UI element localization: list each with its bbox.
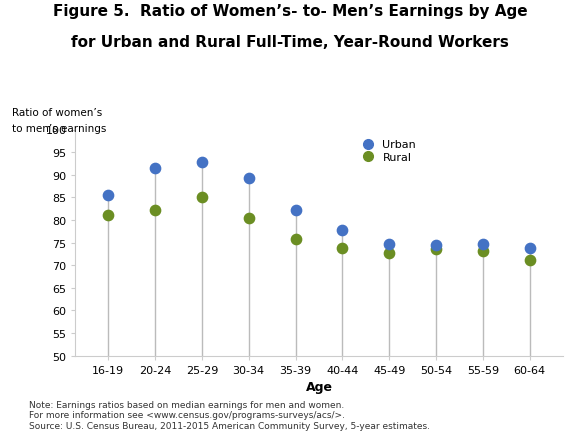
Urban xyxy=(478,240,488,247)
Rural xyxy=(197,194,206,201)
Rural xyxy=(150,207,160,214)
Urban xyxy=(525,245,534,252)
Urban xyxy=(104,192,113,199)
Rural xyxy=(338,246,347,253)
Text: to men’s earnings: to men’s earnings xyxy=(12,123,107,133)
Rural xyxy=(244,215,253,222)
Text: Figure 5.  Ratio of Women’s- to- Men’s Earnings by Age: Figure 5. Ratio of Women’s- to- Men’s Ea… xyxy=(53,4,527,19)
Rural xyxy=(432,247,441,253)
Urban xyxy=(197,159,206,166)
Urban xyxy=(385,241,394,248)
Rural xyxy=(104,213,113,220)
Urban xyxy=(150,165,160,172)
Rural xyxy=(291,236,300,243)
Rural xyxy=(478,248,488,255)
Text: Ratio of women’s: Ratio of women’s xyxy=(12,108,102,118)
Urban xyxy=(244,175,253,182)
Urban xyxy=(432,242,441,249)
Legend: Urban, Rural: Urban, Rural xyxy=(353,136,420,167)
Text: for Urban and Rural Full-Time, Year-Round Workers: for Urban and Rural Full-Time, Year-Roun… xyxy=(71,35,509,49)
Rural xyxy=(525,257,534,264)
Urban xyxy=(338,227,347,234)
Text: Note: Earnings ratios based on median earnings for men and women.
For more infor: Note: Earnings ratios based on median ea… xyxy=(29,400,430,430)
Rural xyxy=(385,250,394,256)
Urban xyxy=(291,207,300,214)
X-axis label: Age: Age xyxy=(306,381,332,393)
